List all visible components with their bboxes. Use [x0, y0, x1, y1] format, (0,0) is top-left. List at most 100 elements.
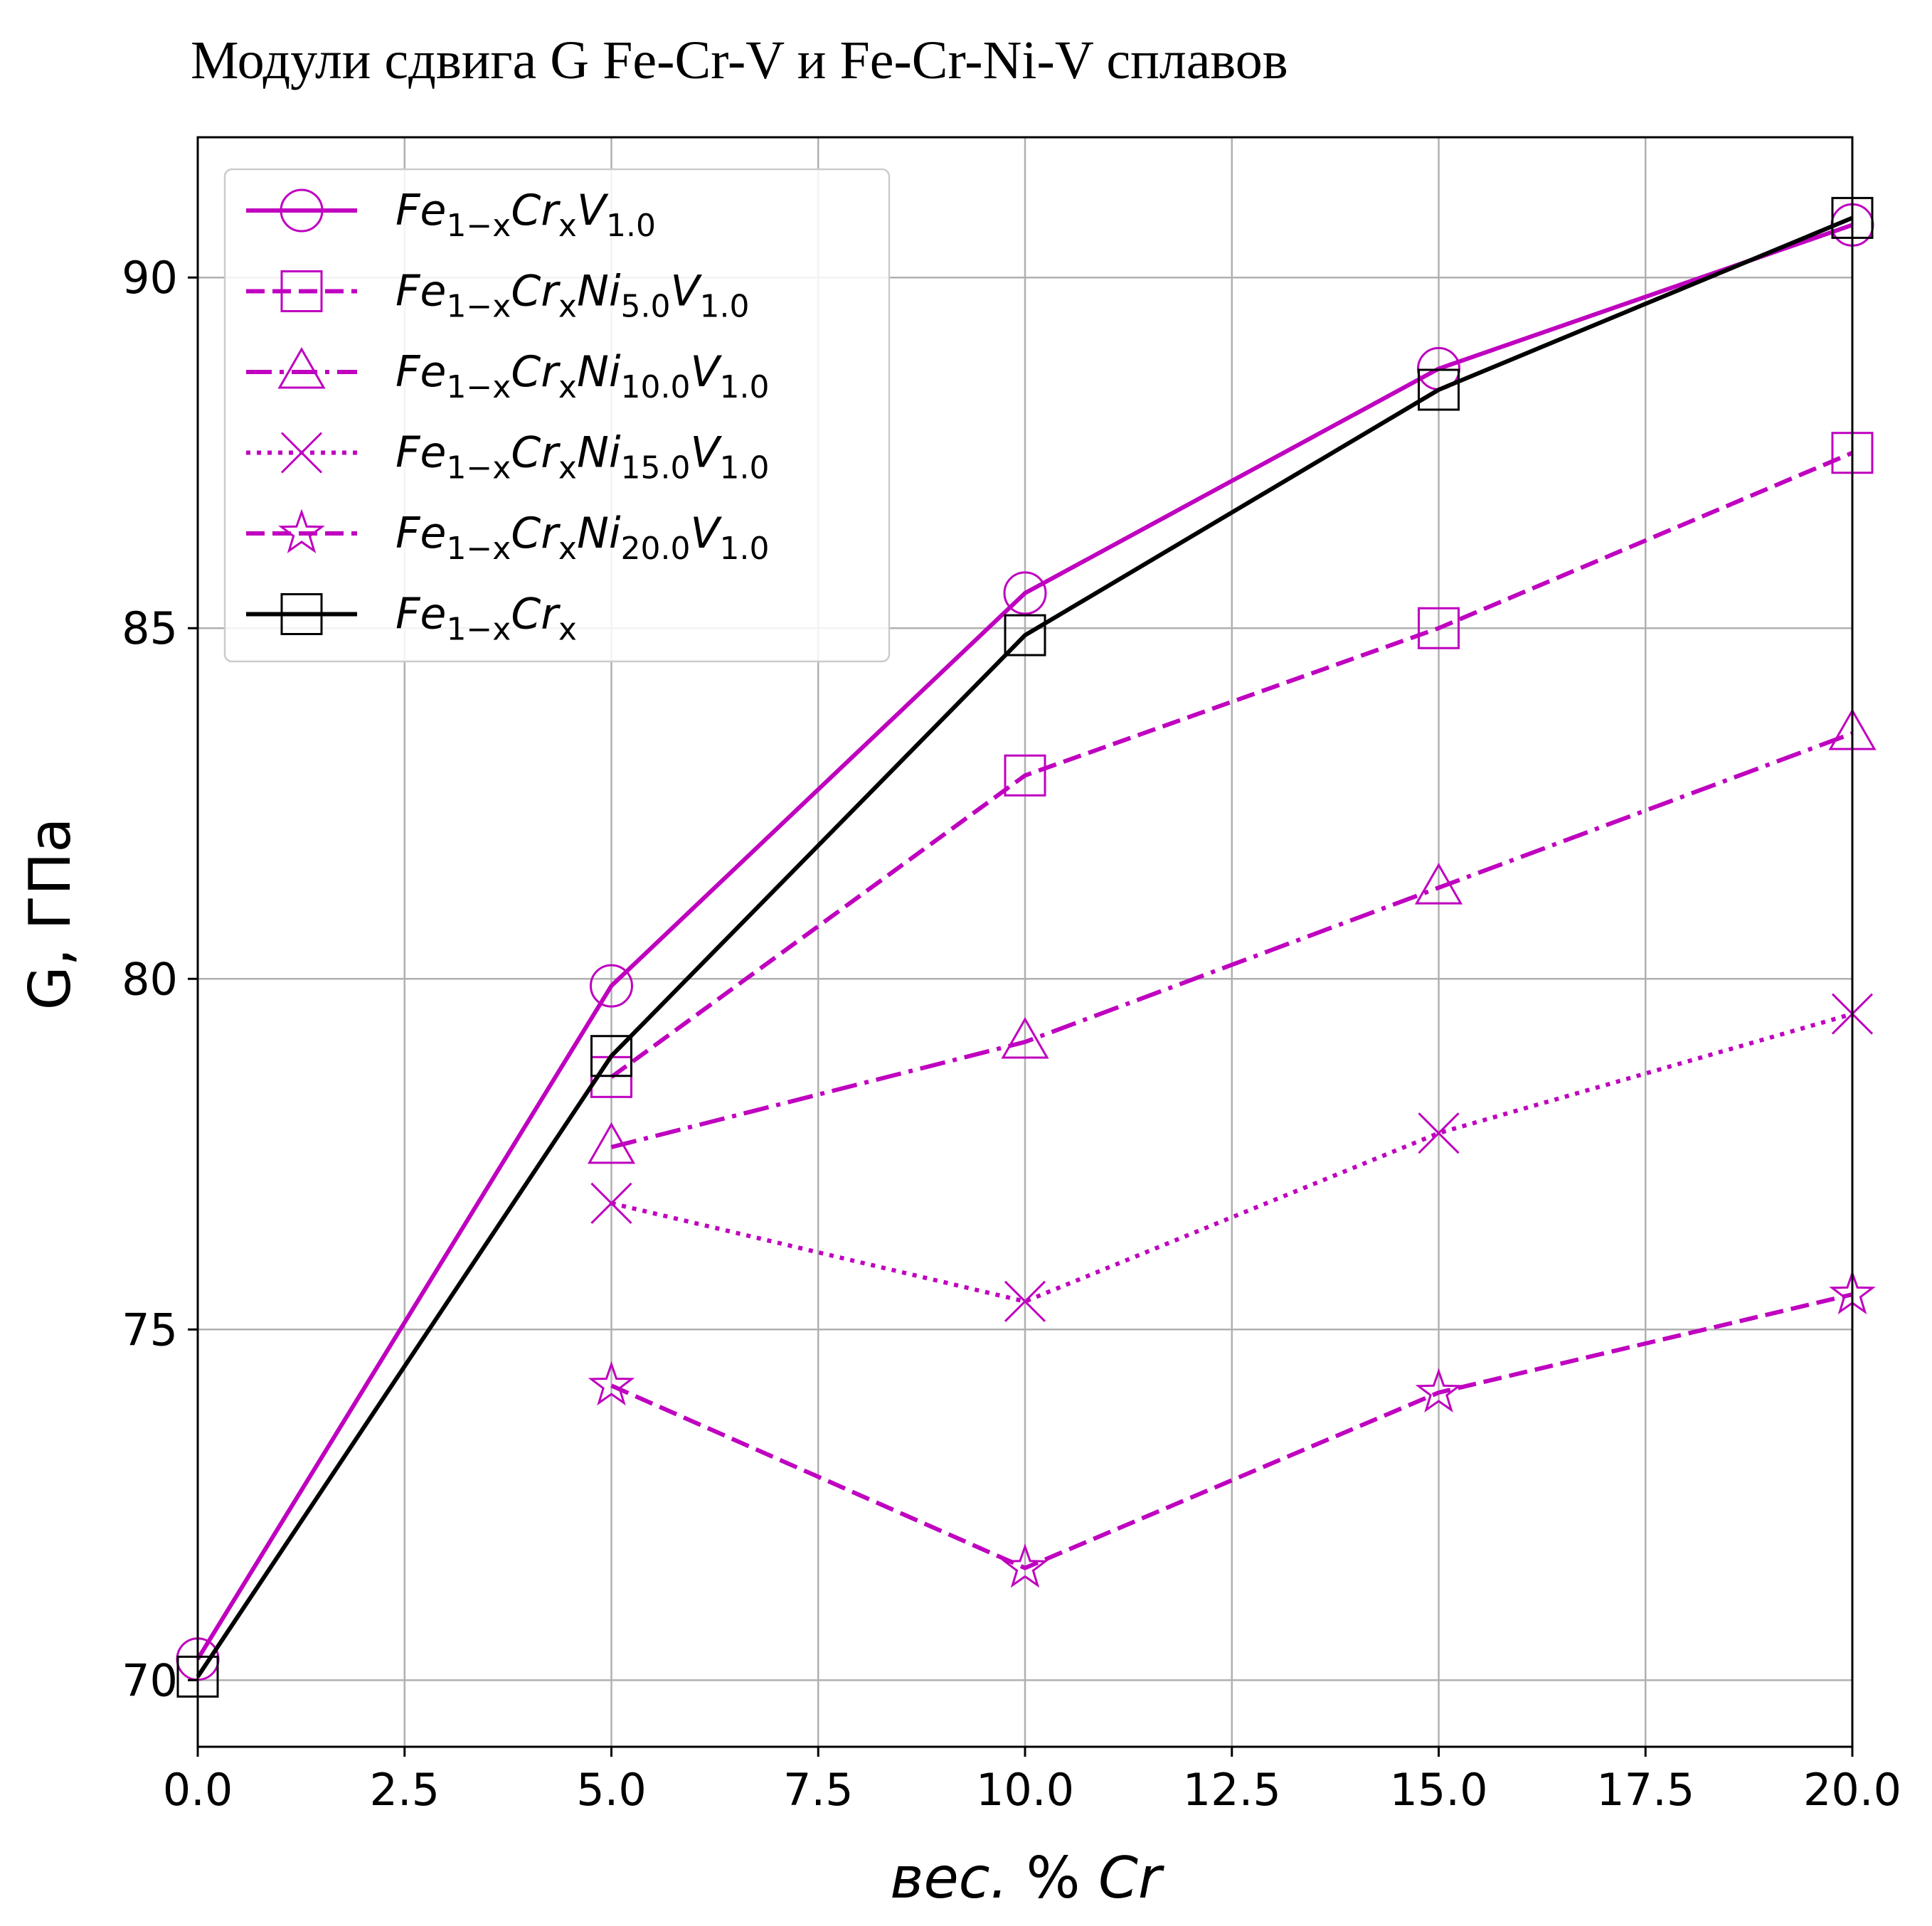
legend-entry: Fe1−xCrx — [246, 590, 577, 648]
data-point — [1418, 368, 1460, 411]
legend-label-part: V — [690, 509, 722, 558]
data-point — [1004, 754, 1046, 797]
legend-label-part: 1.0 — [700, 289, 750, 325]
legend-marker — [280, 188, 324, 233]
legend-label-part: 1−x — [446, 208, 511, 244]
legend-label-part: 15.0 — [621, 450, 691, 486]
x-axis-label: вес. % Cr — [890, 1845, 1165, 1911]
legend-label-part: V — [577, 186, 609, 235]
legend-label-part: Cr — [511, 267, 561, 316]
x-tick-label: 5.0 — [576, 1764, 647, 1816]
y-tick-label: 90 — [122, 252, 178, 304]
legend-box — [223, 168, 891, 663]
legend-label: Fe1−xCrxNi5.0V1.0 — [396, 267, 750, 325]
data-point — [1001, 1017, 1049, 1059]
legend-label-part: 10.0 — [621, 369, 691, 405]
data-point — [1418, 607, 1460, 649]
legend-label: Fe1−xCrxNi20.0V1.0 — [396, 509, 770, 567]
legend-label-part: 1.0 — [720, 531, 770, 567]
legend-label-part: 1.0 — [606, 208, 656, 244]
y-tick-label: 80 — [122, 953, 178, 1005]
x-tick-label: 15.0 — [1389, 1764, 1487, 1816]
legend-label-part: Ni — [577, 267, 621, 316]
x-tick-label: 7.5 — [783, 1764, 854, 1816]
data-point — [1414, 863, 1463, 905]
y-tick-label: 75 — [122, 1304, 178, 1356]
y-tick-label: 85 — [122, 602, 178, 654]
data-point — [1004, 614, 1046, 656]
x-tick-label: 12.5 — [1183, 1764, 1281, 1816]
legend-label: Fe1−xCrxNi15.0V1.0 — [396, 428, 770, 486]
legend-label-part: x — [558, 612, 577, 648]
legend-label-part: Fe — [396, 267, 446, 316]
legend-label-part: 1−x — [446, 450, 511, 486]
y-axis-label: G, ГПа — [17, 818, 83, 1011]
series-line — [196, 223, 1853, 1661]
chart-title: Модули сдвига G Fe-Cr-V и Fe-Cr-Ni-V спл… — [191, 31, 1288, 90]
legend-label-part: 1−x — [446, 531, 511, 567]
legend-label-part: V — [690, 347, 722, 397]
legend-label-part: 1−x — [446, 289, 511, 325]
legend-label-part: Cr — [511, 509, 561, 558]
series-2 — [587, 708, 1877, 1164]
legend-label-part: 1−x — [446, 369, 511, 405]
legend-marker — [280, 432, 323, 474]
x-axis-label-part: Cr — [1098, 1845, 1165, 1911]
legend-label: Fe1−xCrxV1.0 — [396, 186, 656, 244]
data-point — [590, 1182, 632, 1224]
data-point — [590, 1035, 632, 1078]
legend-marker — [280, 270, 323, 312]
legend-marker — [277, 346, 326, 389]
legend-label-part: 5.0 — [621, 289, 671, 325]
series-line — [610, 1292, 1853, 1570]
legend-entry: Fe1−xCrxNi5.0V1.0 — [246, 267, 750, 325]
legend-label-part: Fe — [396, 590, 446, 639]
x-axis-label-part: вес. — [890, 1845, 1008, 1911]
legend-label-part: x — [558, 369, 577, 405]
legend-label: Fe1−xCrxNi10.0V1.0 — [396, 347, 770, 405]
legend-entry: Fe1−xCrxNi10.0V1.0 — [246, 346, 770, 405]
legend-label-part: 1.0 — [720, 369, 770, 405]
legend-label-part: x — [558, 289, 577, 325]
data-point — [1004, 1280, 1046, 1322]
legend-label-part: Ni — [577, 347, 621, 397]
x-tick-label: 2.5 — [369, 1764, 440, 1816]
legend-label-part: Cr — [511, 590, 561, 639]
data-point — [1415, 1368, 1463, 1413]
data-point — [1418, 1112, 1460, 1154]
legend-label-part: Fe — [396, 428, 446, 478]
legend-label-part: 1.0 — [720, 450, 770, 486]
data-point — [1003, 571, 1047, 615]
x-tick-label: 20.0 — [1803, 1764, 1901, 1816]
legend-marker — [280, 593, 323, 635]
legend-label: Fe1−xCrx — [396, 590, 577, 648]
legend-label-part: V — [690, 428, 722, 478]
legend-entry: Fe1−xCrxNi20.0V1.0 — [246, 509, 770, 567]
legend-label-part: 1−x — [446, 612, 511, 648]
legend-entry: Fe1−xCrxNi15.0V1.0 — [246, 428, 770, 486]
y-tick-label: 70 — [122, 1654, 178, 1706]
data-point — [590, 964, 633, 1008]
legend-label-part: x — [558, 208, 577, 244]
x-axis-label-part: % — [1008, 1845, 1098, 1911]
data-point — [587, 1122, 636, 1164]
data-point — [588, 1361, 635, 1406]
legend-marker — [278, 509, 325, 554]
legend-label-part: V — [671, 267, 703, 316]
data-point — [1002, 1543, 1049, 1588]
x-tick-label: 10.0 — [976, 1764, 1074, 1816]
legend-label-part: x — [558, 450, 577, 486]
legend-label-part: Ni — [577, 509, 621, 558]
legend: Fe1−xCrxV1.0Fe1−xCrxNi5.0V1.0Fe1−xCrxNi1… — [223, 168, 891, 663]
legend-entry: Fe1−xCrxV1.0 — [246, 186, 656, 244]
series-line — [610, 450, 1854, 1079]
x-tick-label: 0.0 — [163, 1764, 233, 1816]
x-tick-label: 17.5 — [1596, 1764, 1694, 1816]
series-layer — [176, 196, 1877, 1698]
legend-label-part: Cr — [511, 347, 561, 397]
legend-label-part: Fe — [396, 509, 446, 558]
series-line — [196, 216, 1854, 1678]
series-line — [610, 731, 1854, 1149]
legend-label-part: 20.0 — [621, 531, 691, 567]
